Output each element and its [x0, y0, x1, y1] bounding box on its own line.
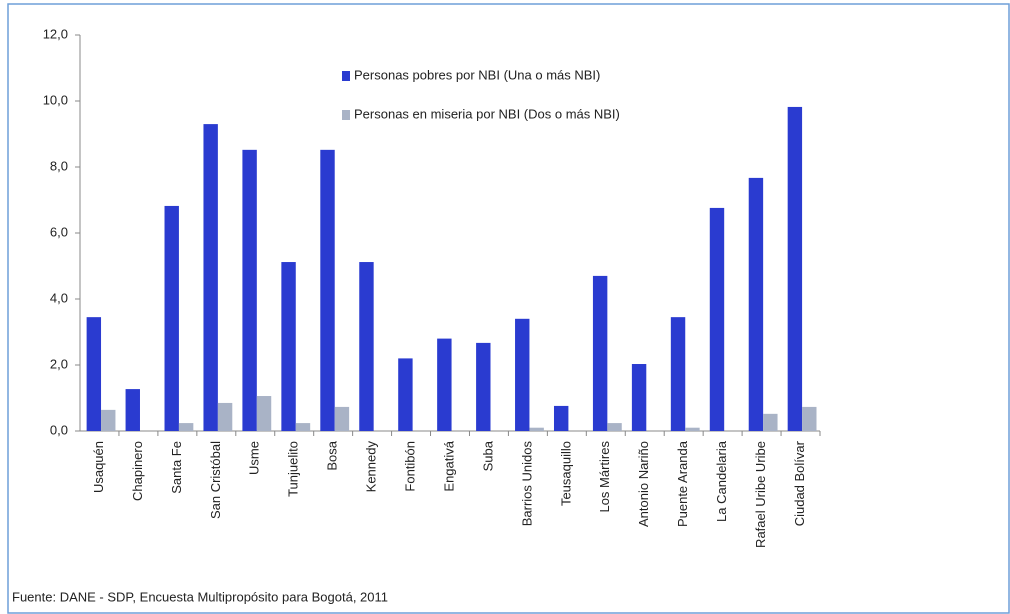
bar	[529, 427, 544, 431]
x-tick-label: Santa Fe	[169, 441, 184, 494]
y-tick-label: 4,0	[50, 290, 68, 305]
bar	[398, 358, 413, 431]
bar	[242, 149, 257, 431]
bar	[359, 262, 374, 431]
bar	[515, 318, 530, 431]
x-tick-label: Rafael Uribe Uribe	[753, 441, 768, 548]
bar	[437, 338, 452, 431]
y-tick-label: 0,0	[50, 422, 68, 437]
x-tick-label: San Cristóbal	[208, 441, 223, 519]
x-tick-label: Los Mártires	[597, 441, 612, 513]
y-tick-label: 6,0	[50, 224, 68, 239]
x-tick-label: La Candelaria	[714, 440, 729, 522]
bar	[101, 409, 116, 431]
x-tick-label: Kennedy	[364, 441, 379, 493]
x-tick-label: Chapinero	[130, 441, 145, 501]
source: Fuente: DANE - SDP, Encuesta Multipropós…	[12, 589, 388, 604]
x-tick-label: Tunjuelito	[286, 441, 301, 497]
x-tick-label: Usaquén	[91, 441, 106, 493]
x-tick-label: Engativá	[441, 440, 456, 491]
y-tick-label: 12,0	[43, 26, 68, 41]
bar	[203, 124, 218, 431]
y-tick-label: 10,0	[43, 92, 68, 107]
y-tick-label: 8,0	[50, 158, 68, 173]
x-tick-label: Usme	[247, 441, 262, 475]
bar	[334, 406, 350, 431]
x-tick-label: Teusaquillo	[558, 441, 573, 506]
bar	[320, 149, 335, 431]
legend-label: Personas pobres por NBI (Una o más NBI)	[354, 67, 600, 82]
legend-swatch	[342, 110, 350, 120]
bar	[607, 423, 622, 431]
x-tick-label: Ciudad Bolívar	[792, 440, 807, 526]
bar	[256, 396, 272, 431]
bar	[476, 342, 491, 431]
legend-label: Personas en miseria por NBI (Dos o más N…	[354, 106, 620, 121]
bar	[787, 106, 803, 431]
bar	[125, 389, 140, 431]
legend-swatch	[342, 71, 350, 81]
bar	[709, 207, 725, 431]
x-tick-label: Fontibón	[402, 441, 417, 492]
x-tick-label: Antonio Nariño	[636, 441, 651, 527]
bar	[295, 423, 311, 431]
x-tick-label: Puente Aranda	[675, 440, 690, 527]
bar	[748, 177, 764, 431]
bar	[670, 317, 686, 431]
bar	[802, 406, 817, 431]
bar	[86, 317, 102, 431]
bar	[763, 413, 778, 431]
x-tick-label: Bosa	[325, 440, 340, 470]
bar	[553, 405, 569, 431]
bar	[164, 205, 179, 431]
bar	[217, 402, 233, 431]
x-tick-label: Suba	[480, 440, 495, 471]
frame	[7, 3, 1010, 614]
bar	[592, 275, 608, 431]
bar	[631, 364, 647, 431]
y-tick-label: 2,0	[50, 356, 68, 371]
x-tick-label: Barrios Unidos	[519, 441, 534, 527]
bar	[281, 262, 296, 431]
bar	[178, 423, 194, 431]
bar	[685, 427, 700, 431]
